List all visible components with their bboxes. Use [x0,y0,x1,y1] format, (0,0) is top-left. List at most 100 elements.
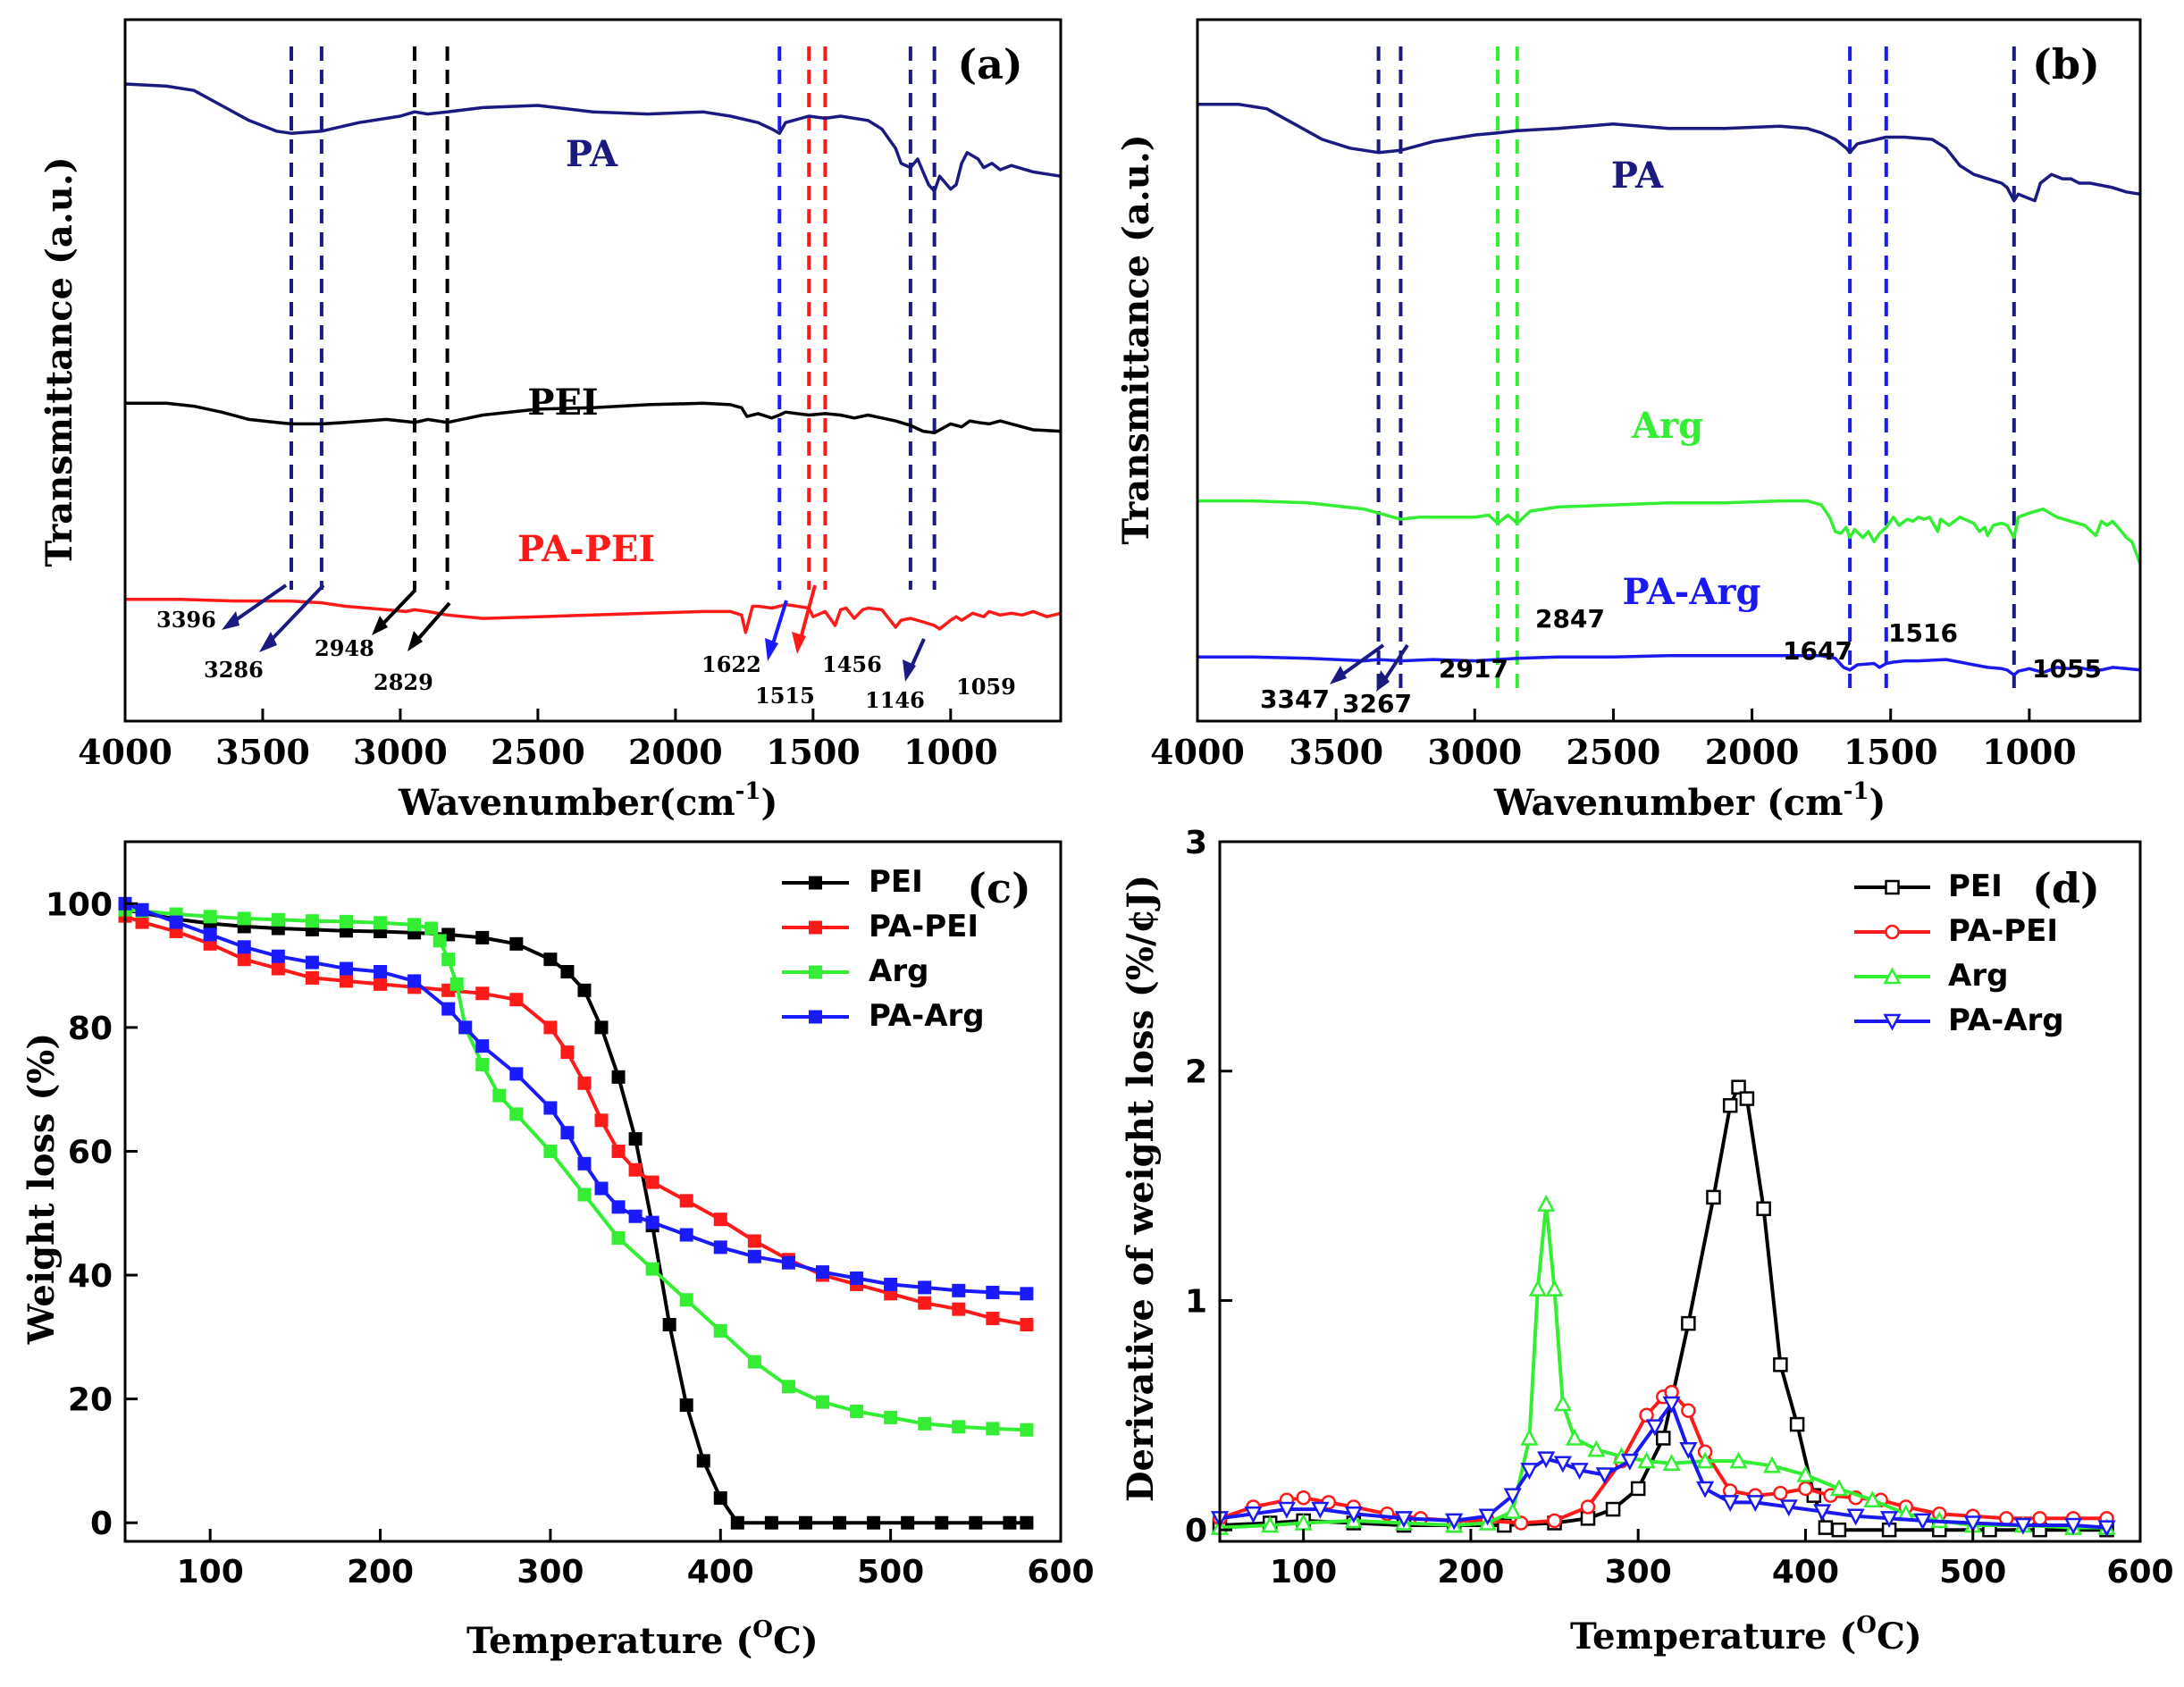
panel-a-x-tick-label-2500: 2500 [491,732,585,772]
panel-c-point-arg-4 [237,911,251,926]
panel-b-annotation-3347: 3347 [1260,684,1330,714]
panel-d-legend-marker-pei [1885,879,1900,895]
panel-d-point-pa-arg-25 [1913,1513,1932,1531]
panel-c-point-arg-25 [781,1380,795,1394]
panel-b-x-tick-label-2500: 2500 [1567,732,1661,772]
panel-d-y-tick-label-1: 1 [1185,1283,1207,1320]
panel-a-series [124,82,1062,634]
panel-c-point-arg-29 [918,1416,932,1431]
panel-d-point-pei-21 [1818,1520,1834,1535]
panel-d-point-arg-13 [1565,1428,1584,1446]
panel-c-legend-arg: Arg [869,953,928,989]
panel-c-x-tick-label-200: 200 [347,1554,414,1590]
panel-b-series-label-pa-arg: PA-Arg [1623,571,1761,613]
panel-a-annotation-3286: 3286 [204,657,264,683]
panel-b-ftir: 4000 3500 3000 2500 2000 1500 1000 (b) PA Arg … [1115,18,2142,824]
panel-d-point-pa-arg-2 [1277,1501,1296,1519]
panel-d-point-pa-pei-21 [1773,1485,1788,1501]
panel-a-arrowhead-1515 [765,638,778,661]
panel-d-series [1210,1079,2116,1538]
panel-d-point-pa-arg-3 [1311,1501,1330,1519]
panel-b-reference-lines [1376,46,2016,692]
panel-a-annotation-1456: 1456 [822,651,882,677]
panel-a-x-tick-label-1000: 1000 [903,732,998,772]
panel-c-point-pa-arg-6 [305,955,319,969]
panel-b-x-axis-title: Wavenumber (cm-1) [1493,778,1886,824]
panel-d-point-pa-arg-21 [1779,1499,1798,1517]
panel-c-series-pei [124,908,1027,1525]
panel-c-point-pei-29 [901,1515,915,1530]
panel-c-point-pa-arg-27 [884,1277,898,1291]
panel-c-point-pa-pei-27 [918,1296,932,1310]
panel-b-series-label-pa: PA [1611,155,1664,197]
panel-a-series-label-pa: PA [566,133,618,175]
panel-c-legend-marker-pei [809,876,822,890]
panel-d-point-pei-15 [1731,1079,1746,1095]
panel-d-point-pa-arg-1 [1244,1506,1263,1523]
panel-d-y-tick-label-3: 3 [1185,825,1207,861]
panel-c-point-arg-3 [203,910,217,924]
panel-b-arrowhead-3347 [1330,666,1347,684]
panel-c-point-pei-11 [475,930,490,944]
panel-d-point-pa-arg-22 [1813,1504,1832,1522]
panel-d-point-arg-14 [1587,1439,1606,1457]
panel-c-point-pei-24 [730,1515,744,1530]
panel-d-point-arg-9 [1528,1279,1547,1297]
panel-c-point-arg-18 [543,1144,558,1158]
panel-c-y-tick-label-0: 0 [90,1506,113,1542]
panel-a-frame [123,18,1063,723]
panel-c-point-pa-arg-14 [543,1101,558,1115]
panel-c-point-arg-5 [271,912,285,927]
panel-a-series-pei [125,401,1062,435]
panel-d-point-pa-arg-17 [1679,1442,1698,1459]
panel-c-point-pa-arg-16 [577,1156,592,1171]
panel-d-point-pei-9 [1605,1501,1621,1517]
panel-c-point-pa-arg-31 [1020,1287,1034,1301]
panel-d-legend-marker-pa-pei [1885,924,1900,940]
panel-c-point-arg-19 [577,1188,592,1202]
panel-c-point-pei-26 [798,1515,812,1530]
panel-d-legend: PEI PA-PEI Arg PA-Arg [1854,869,2064,1038]
panel-d-point-pei-10 [1630,1481,1646,1497]
panel-a-annotation-2829: 2829 [374,669,433,695]
panel-c-point-arg-9 [407,918,422,932]
panel-c-point-arg-17 [509,1107,524,1121]
panel-d-point-pa-arg-24 [1880,1511,1899,1528]
panel-c-point-pei-21 [679,1398,693,1413]
panel-b-x-tick-label-1000: 1000 [1982,732,2077,772]
panel-c-x-tick-label-600: 600 [1027,1554,1094,1590]
panel-d-point-arg-10 [1537,1194,1556,1212]
panel-c-point-pa-pei-18 [628,1162,643,1177]
panel-a-x-tick-label-1500: 1500 [766,732,861,772]
panel-c-point-pa-arg-9 [407,974,422,988]
panel-c-series [118,896,1034,1530]
panel-c-point-pa-pei-20 [679,1194,693,1208]
panel-c-y-axis-title: Weight loss (%) [21,1033,63,1345]
panel-d-point-pa-arg-13 [1595,1467,1614,1485]
panel-d-x-tick-label-600: 600 [2106,1554,2173,1590]
panel-d-point-pei-16 [1739,1091,1755,1106]
panel-d-legend-marker-pa-arg [1883,1013,1902,1031]
panel-c-point-pei-14 [560,965,575,979]
panel-b-annotation-3267: 3267 [1342,689,1412,718]
panel-c-point-pa-pei-30 [1020,1317,1034,1331]
panel-a-arrowhead-3396 [222,611,239,630]
panel-a-series-pa [124,82,1062,193]
panel-c-point-arg-30 [952,1420,966,1434]
panel-c-point-pa-pei-28 [952,1302,966,1316]
panel-c-point-pa-pei-7 [339,974,353,988]
panel-b-series-pa [1197,103,2141,203]
panel-c-point-pei-15 [577,983,592,997]
panel-d-ticks: 100 200 300 400 500 600 0 1 2 3 [1185,825,2174,1590]
panel-d-point-arg-19 [1729,1451,1748,1469]
panel-a-label: (a) [957,40,1022,88]
panel-c-point-arg-7 [339,914,353,928]
panel-d-point-pa-pei-30 [2032,1511,2047,1526]
panel-c-point-pa-arg-15 [560,1126,575,1140]
panel-d-x-tick-label-100: 100 [1270,1554,1337,1590]
panel-c-x-tick-label-400: 400 [687,1554,754,1590]
panel-c-x-tick-label-500: 500 [857,1554,924,1590]
panel-c-point-pei-17 [611,1070,626,1084]
panel-c-point-pa-arg-21 [679,1228,693,1242]
